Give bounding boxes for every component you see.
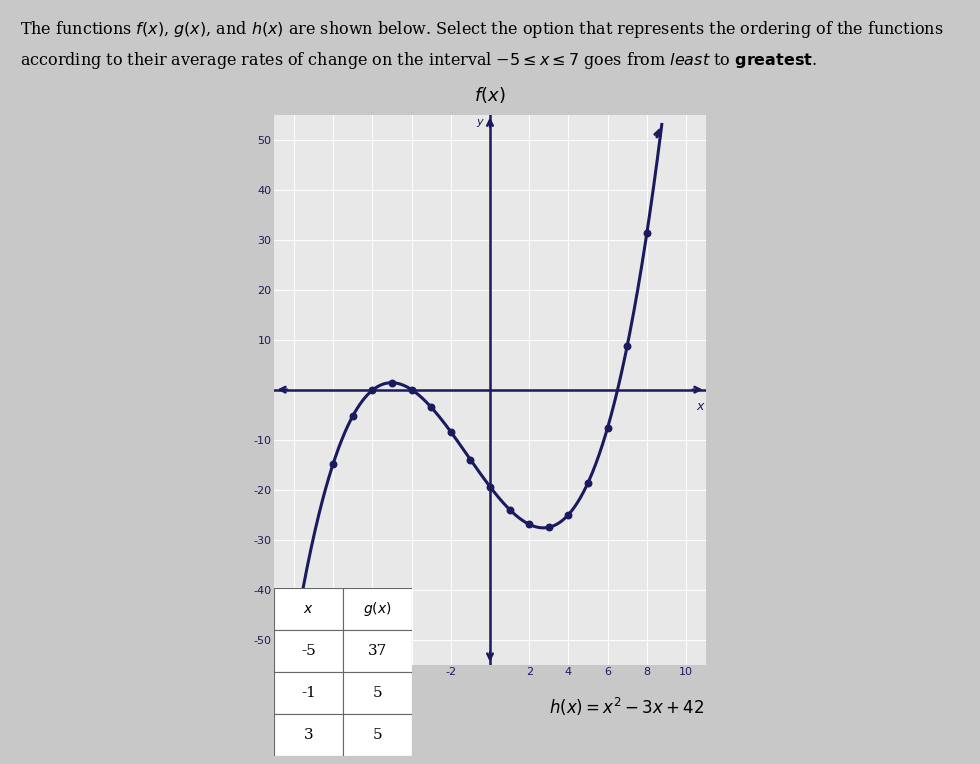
Point: [639, 228, 655, 240]
Text: 5: 5: [372, 728, 382, 743]
Point: [404, 384, 419, 396]
Point: [463, 453, 478, 465]
Text: -5: -5: [301, 644, 317, 659]
Bar: [343, 588, 412, 630]
Bar: [343, 714, 412, 756]
Point: [600, 422, 615, 434]
Bar: [274, 630, 343, 672]
Bar: [343, 672, 412, 714]
Text: 3: 3: [304, 728, 314, 743]
Point: [482, 481, 498, 493]
Text: $y$: $y$: [475, 117, 485, 128]
Point: [325, 458, 341, 470]
Bar: [274, 672, 343, 714]
Point: [580, 477, 596, 489]
Point: [345, 410, 361, 422]
Point: [541, 521, 557, 533]
Point: [521, 518, 537, 530]
Text: The functions $f(x)$, $g(x)$, and $h(x)$ are shown below. Select the option that: The functions $f(x)$, $g(x)$, and $h(x)$…: [20, 19, 944, 40]
Bar: [274, 588, 343, 630]
Point: [502, 503, 517, 516]
Text: $x$: $x$: [696, 400, 706, 413]
Text: $f(x)$: $f(x)$: [474, 85, 506, 105]
Point: [443, 426, 459, 438]
Text: 5: 5: [372, 686, 382, 701]
Text: -1: -1: [301, 686, 317, 701]
Text: 37: 37: [368, 644, 387, 659]
Text: according to their average rates of change on the interval $-5 \leq x \leq 7$ go: according to their average rates of chan…: [20, 50, 816, 70]
Point: [561, 509, 576, 521]
Text: $g(x)$: $g(x)$: [363, 601, 392, 618]
Text: $x$: $x$: [304, 602, 314, 617]
Bar: [274, 714, 343, 756]
Point: [423, 401, 439, 413]
Point: [384, 377, 400, 389]
Point: [619, 340, 635, 352]
Point: [365, 384, 380, 397]
Text: $h(x) = x^2 - 3x + 42$: $h(x) = x^2 - 3x + 42$: [549, 696, 704, 717]
Bar: [343, 630, 412, 672]
